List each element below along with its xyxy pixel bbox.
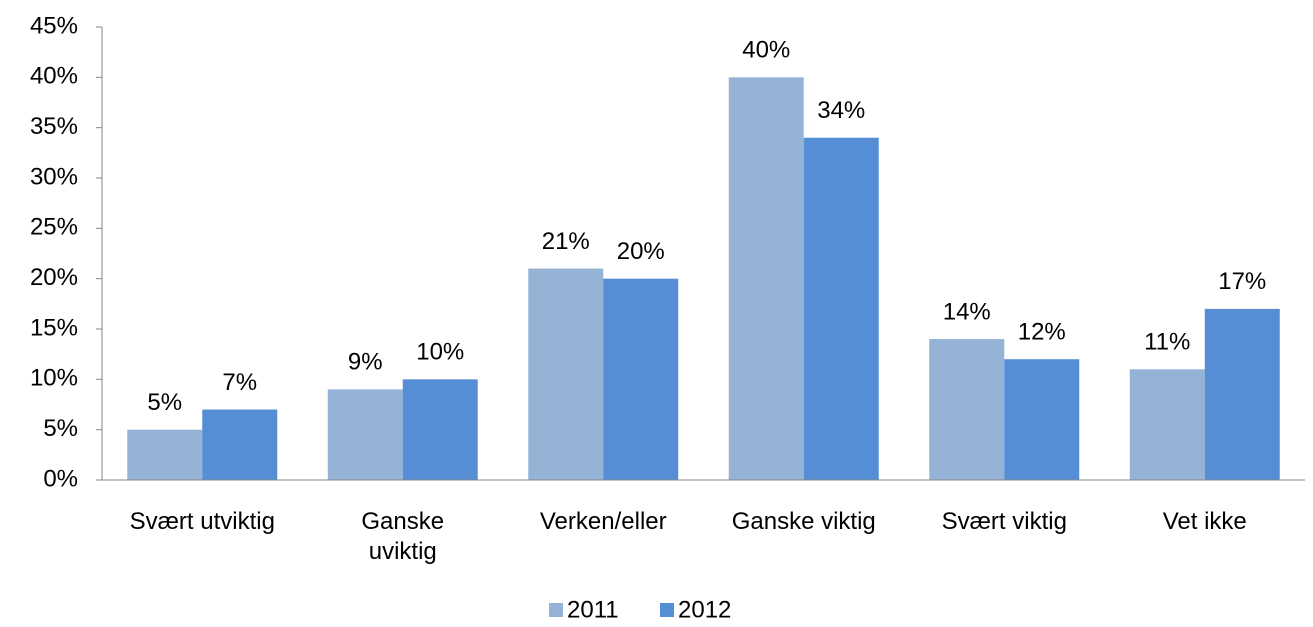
y-tick-label: 0%	[43, 465, 78, 492]
bar	[202, 409, 278, 480]
bar	[1129, 369, 1205, 480]
bar	[327, 389, 403, 480]
bar	[728, 77, 804, 480]
legend-label: 2011	[567, 596, 619, 623]
y-tick-label: 45%	[30, 12, 78, 39]
bar	[528, 268, 604, 480]
y-tick-label: 5%	[43, 415, 78, 442]
legend-swatch	[660, 603, 674, 617]
data-label: 12%	[1018, 319, 1066, 346]
data-label: 11%	[1144, 329, 1190, 356]
x-tick-label: Svært viktig	[941, 508, 1067, 535]
data-label: 20%	[617, 238, 665, 265]
y-tick-label: 25%	[30, 214, 78, 241]
bar	[603, 278, 679, 480]
legend-label: 2012	[678, 596, 731, 623]
bar	[1204, 308, 1280, 480]
data-label: 14%	[943, 298, 991, 325]
data-label: 40%	[742, 37, 790, 64]
data-label: 17%	[1218, 268, 1266, 295]
y-tick-label: 35%	[30, 113, 78, 140]
bar	[929, 339, 1005, 480]
data-label: 10%	[416, 339, 464, 366]
data-label: 7%	[222, 369, 257, 396]
data-label: 9%	[348, 349, 383, 376]
y-tick-label: 30%	[30, 163, 78, 190]
bar	[127, 429, 203, 480]
y-tick-label: 20%	[30, 264, 78, 291]
y-tick-label: 40%	[30, 63, 78, 90]
y-tick-label: 10%	[30, 365, 78, 392]
data-label: 5%	[147, 389, 182, 416]
bar	[803, 137, 879, 480]
legend-swatch	[549, 603, 563, 617]
x-tick-label: Ganske viktig	[731, 508, 876, 535]
data-label: 34%	[817, 97, 865, 124]
x-tick-label: Vet ikke	[1162, 508, 1247, 535]
bar	[1004, 359, 1080, 480]
y-tick-label: 15%	[30, 314, 78, 341]
x-tick-label: Svært utviktig	[129, 508, 275, 535]
x-tick-label: Ganske uviktig	[361, 508, 445, 565]
x-tick-label: Verken/eller	[539, 508, 667, 535]
bar	[402, 379, 478, 480]
data-label: 21%	[542, 228, 590, 255]
